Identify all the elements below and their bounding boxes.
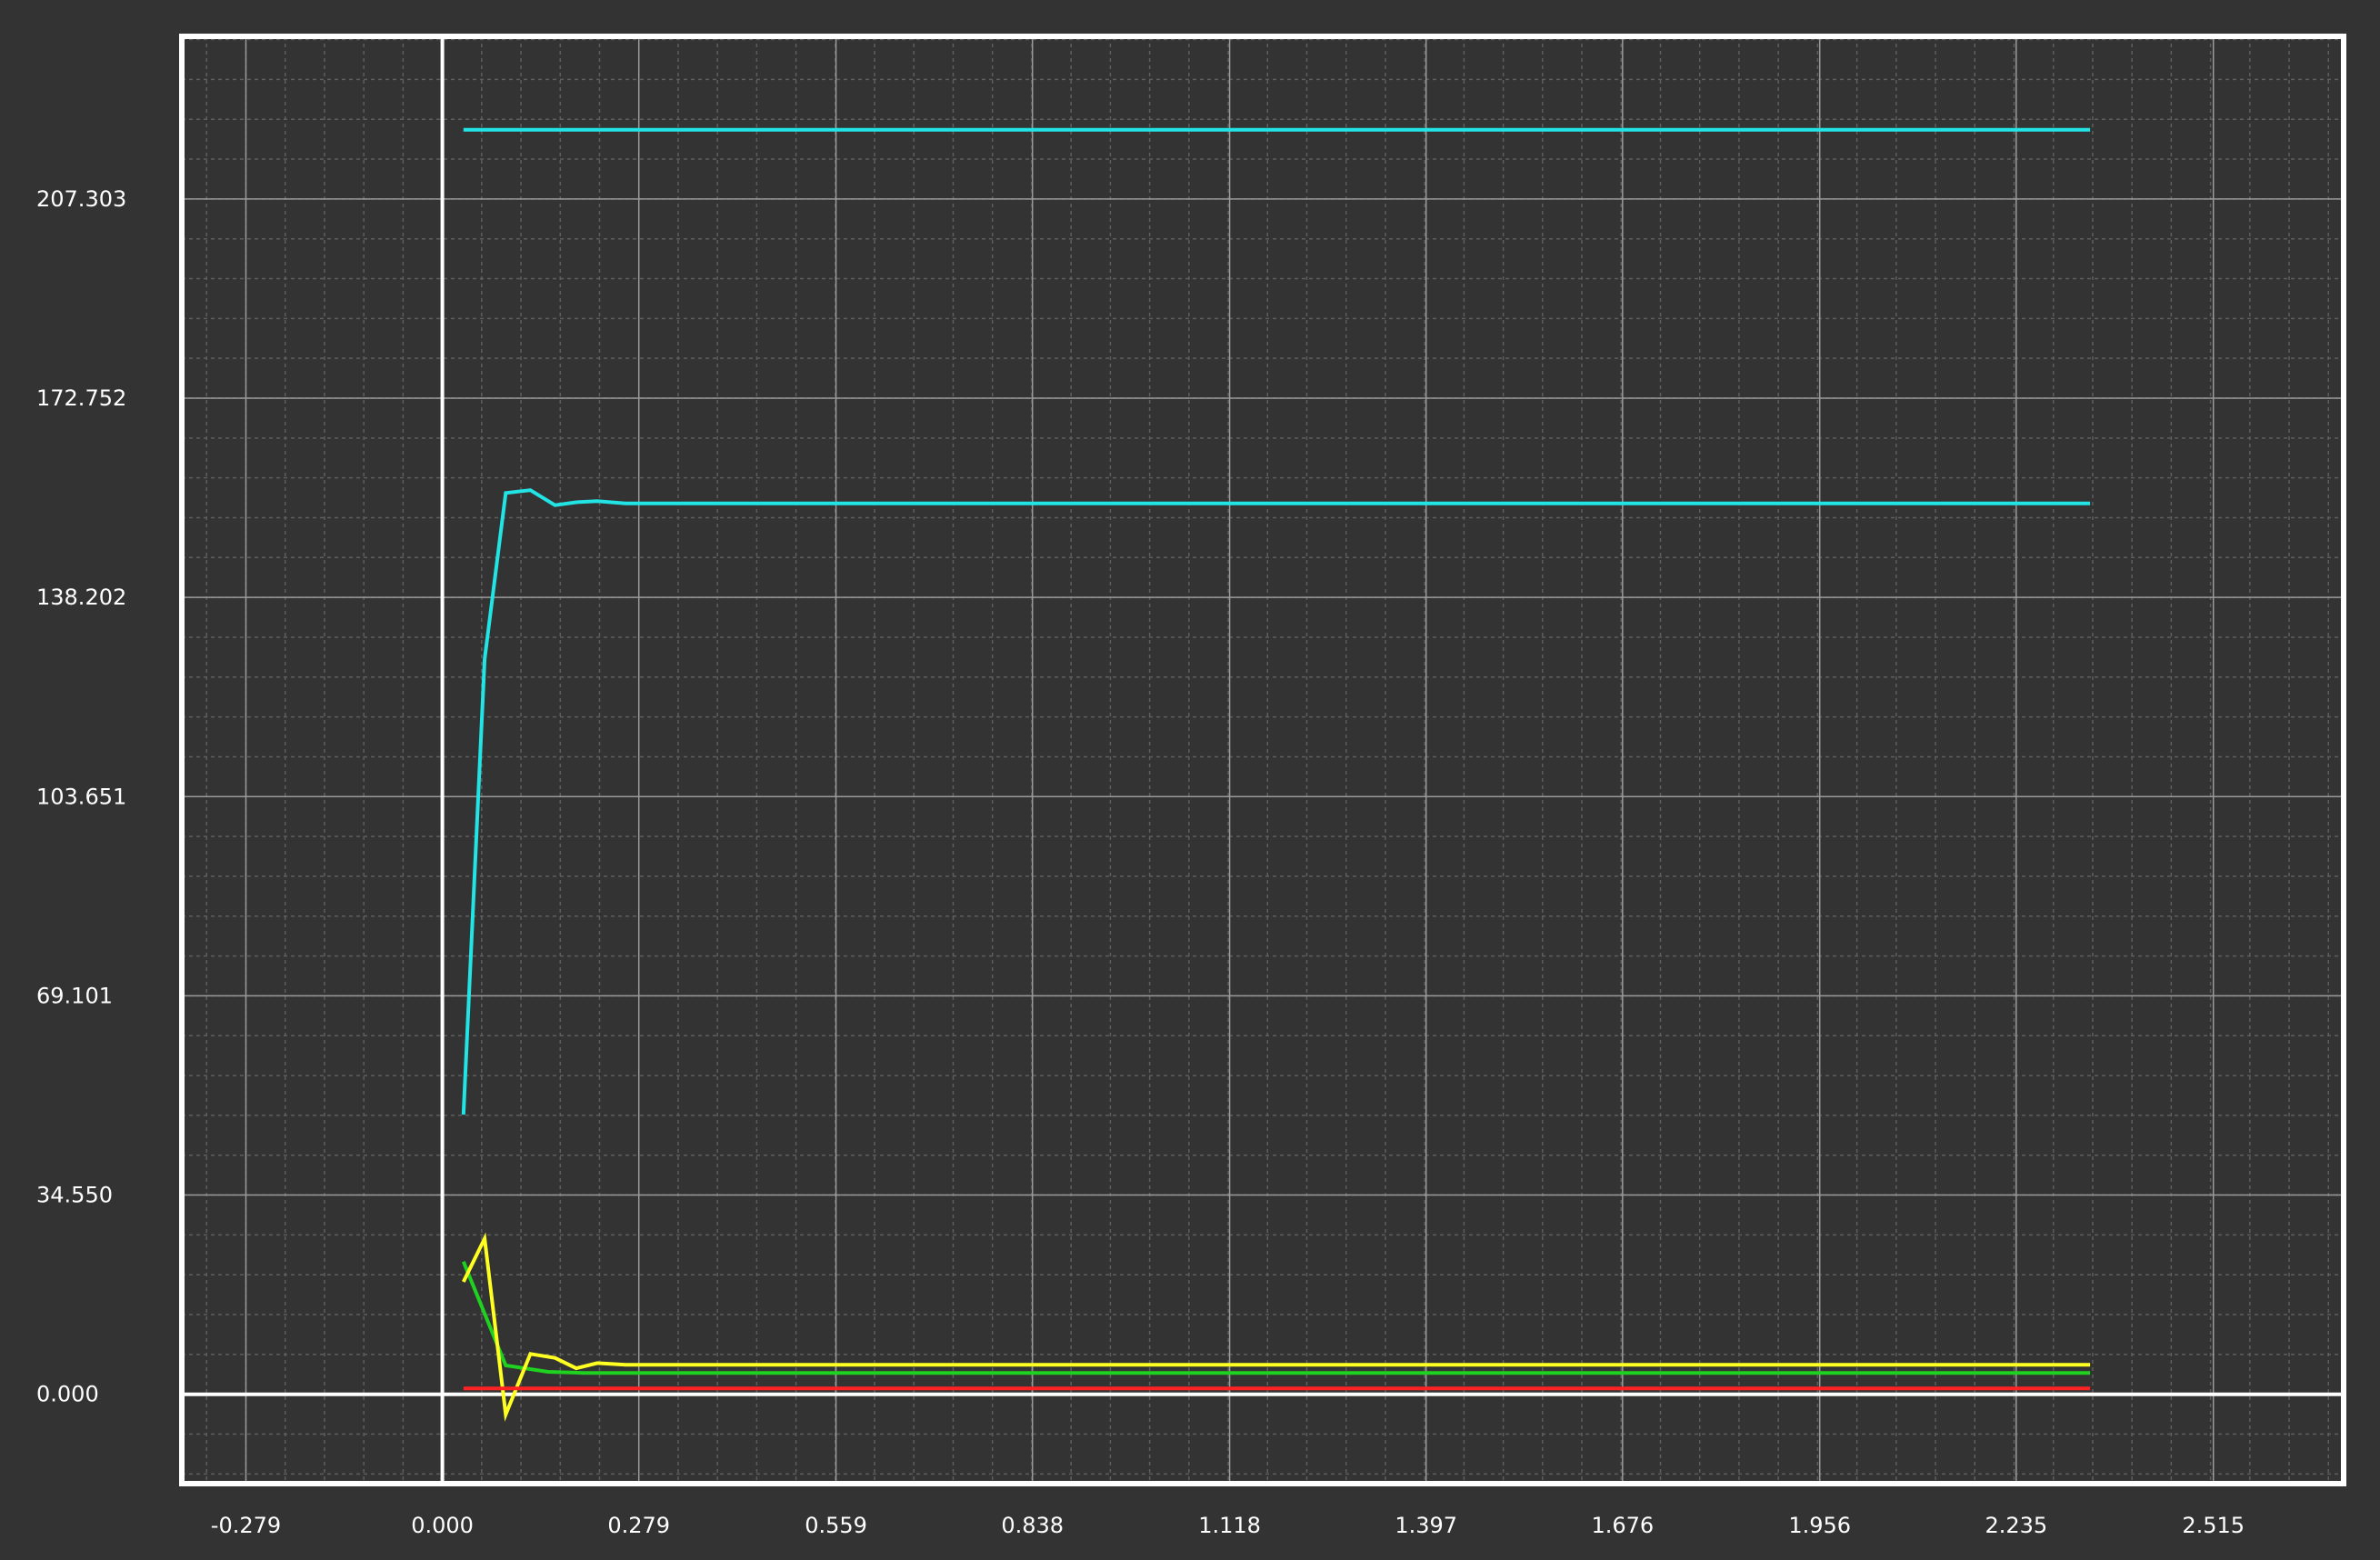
x-tick-label: 0.000 [411, 1513, 474, 1538]
series-line-2 [461, 488, 2091, 1115]
x-tick-label: 2.235 [1985, 1513, 2047, 1538]
y-tick-label: 103.651 [36, 784, 126, 809]
x-tick-label: 0.279 [607, 1513, 670, 1538]
x-tick-labels: -0.279 0.000 0.279 0.559 0.838 1.118 1.397 1.67… [211, 1513, 2245, 1538]
y-tick-label: 207.303 [36, 186, 126, 212]
series-line-4 [462, 1232, 2091, 1422]
plot-frame [179, 34, 2346, 1486]
x-tick-label: 1.118 [1198, 1513, 1261, 1538]
x-tick-label: 1.676 [1591, 1513, 1654, 1538]
y-tick-label: 69.101 [36, 983, 113, 1008]
zero-axes [182, 36, 2344, 1484]
y-tick-label: 34.550 [36, 1183, 113, 1208]
plot-background [182, 36, 2344, 1484]
x-tick-label: 1.397 [1395, 1513, 1457, 1538]
x-tick-label: 0.559 [805, 1513, 867, 1538]
y-tick-label: 138.202 [36, 585, 126, 610]
y-tick-label: 172.752 [36, 385, 126, 411]
x-tick-label: -0.279 [211, 1513, 281, 1538]
series-lines [461, 127, 2091, 1422]
y-tick-label: 0.000 [36, 1382, 99, 1407]
y-tick-labels: 0.000 34.550 69.101 103.651 138.202 172.752 20… [36, 186, 126, 1407]
x-tick-label: 0.838 [1001, 1513, 1064, 1538]
x-tick-label: 2.515 [2182, 1513, 2245, 1538]
x-tick-label: 1.956 [1788, 1513, 1851, 1538]
